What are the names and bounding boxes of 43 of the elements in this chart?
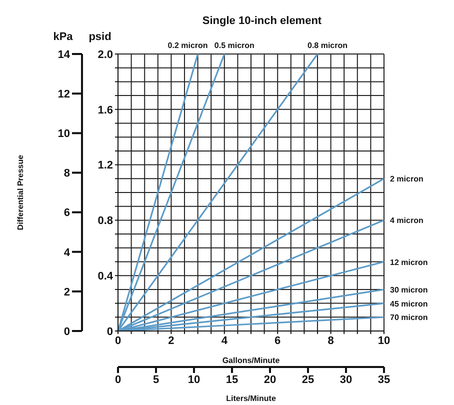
x-tick-label: 6 xyxy=(274,334,281,347)
y-tick-label: 8 xyxy=(64,168,70,180)
chart-title: Single 10-inch element xyxy=(202,15,322,27)
y-tick-label: 0 xyxy=(64,326,70,338)
series-label: 2 micron xyxy=(390,174,424,184)
y2-tick-label: 0 xyxy=(106,326,113,338)
x2-axis-title: Liters/Minute xyxy=(226,394,276,403)
x-tick-label: 10 xyxy=(378,334,390,347)
y2-tick-label: 1.2 xyxy=(98,160,113,172)
series-label: 12 micron xyxy=(390,258,428,267)
x-tick-label: 4 xyxy=(221,334,228,347)
x2-tick-label: 10 xyxy=(188,374,200,386)
series-label: 0.5 micron xyxy=(214,41,255,50)
x-axis-title: Gallons/Minute xyxy=(222,356,280,365)
series-label: 4 micron xyxy=(390,216,424,226)
y2-tick-label: 2.0 xyxy=(98,48,113,61)
y2-tick-label: 1.6 xyxy=(98,104,113,116)
y-tick-label: 6 xyxy=(64,207,70,220)
x2-tick-label: 5 xyxy=(152,374,160,386)
x2-tick-label: 0 xyxy=(114,374,122,386)
y2-tick-label: 0.8 xyxy=(98,215,113,228)
series-label: 0.8 micron xyxy=(308,41,348,50)
x2-tick-label: 20 xyxy=(264,374,276,386)
y-axis-title: Differential Pressue xyxy=(16,154,25,230)
y2-tick-label: 0.4 xyxy=(98,270,114,283)
y-tick-label: 10 xyxy=(58,128,70,140)
series-label: 30 micron xyxy=(390,285,428,294)
x2-tick-label: 30 xyxy=(340,374,352,386)
series-label: 0.2 micron xyxy=(168,41,208,50)
x-tick-label: 2 xyxy=(168,334,174,347)
y2-axis-title: psid xyxy=(88,31,112,43)
series-label: 45 micron xyxy=(390,299,428,308)
x2-tick-label: 35 xyxy=(378,374,390,386)
text: kPa xyxy=(53,31,74,43)
x2-tick-label: 25 xyxy=(302,374,314,386)
series-label: 70 micron xyxy=(390,313,428,322)
x-tick-label: 8 xyxy=(328,334,334,347)
y-tick-label: 14 xyxy=(58,48,71,61)
y-tick-label: 2 xyxy=(64,286,70,298)
x2-tick-label: 15 xyxy=(226,374,238,386)
y-tick-label: 4 xyxy=(64,246,71,259)
y-tick-label: 12 xyxy=(58,88,70,100)
x-tick-label: 0 xyxy=(114,334,122,347)
